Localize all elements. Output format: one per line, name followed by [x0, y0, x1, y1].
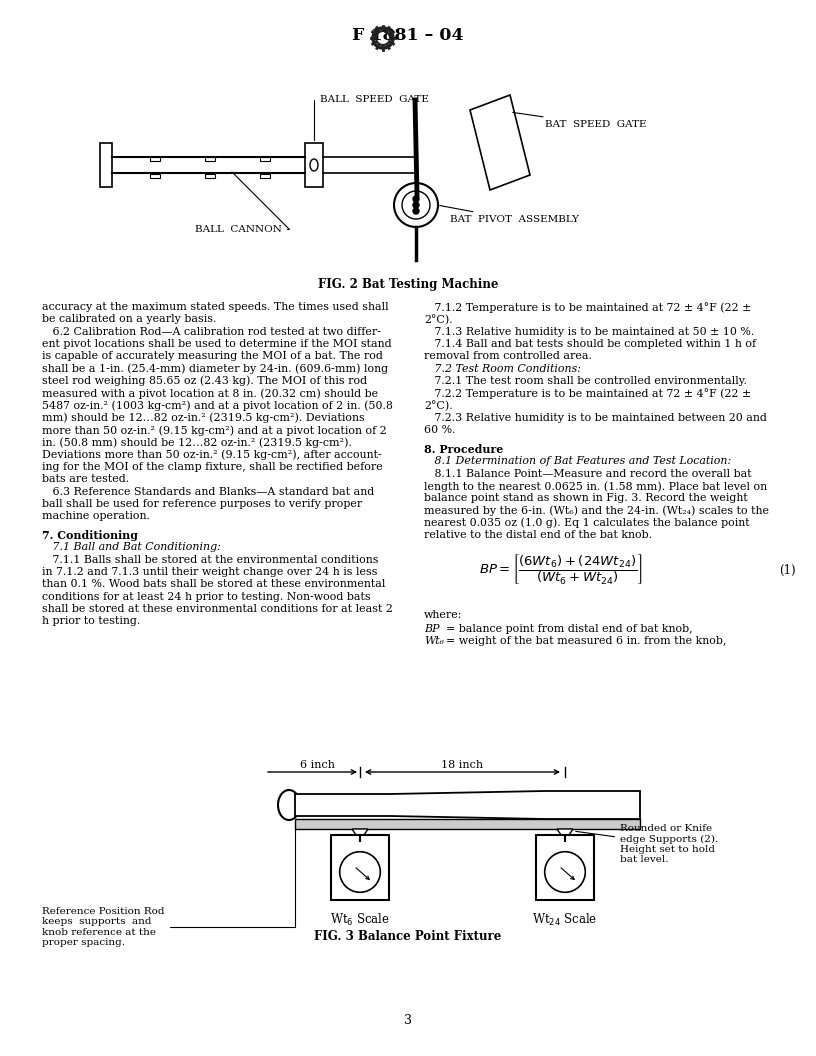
Text: is capable of accurately measuring the MOI of a bat. The rod: is capable of accurately measuring the M… — [42, 352, 383, 361]
Polygon shape — [295, 791, 640, 819]
Circle shape — [413, 202, 419, 208]
Bar — [260, 174, 270, 178]
Bar — [205, 174, 215, 178]
Circle shape — [545, 852, 585, 892]
Text: F 1881 – 04: F 1881 – 04 — [353, 26, 463, 43]
Text: (1): (1) — [779, 564, 796, 577]
Text: Reference Position Rod
keeps  supports  and
knob reference at the
proper spacing: Reference Position Rod keeps supports an… — [42, 827, 295, 947]
Polygon shape — [557, 829, 573, 841]
Circle shape — [413, 208, 419, 214]
Text: 7.2.1 The test room shall be controlled environmentally.: 7.2.1 The test room shall be controlled … — [424, 376, 747, 385]
Text: Deviations more than 50 oz-in.² (9.15 kg-cm²), after account-: Deviations more than 50 oz-in.² (9.15 kg… — [42, 450, 382, 460]
Ellipse shape — [278, 790, 300, 821]
Text: shall be stored at these environmental conditions for at least 2: shall be stored at these environmental c… — [42, 604, 392, 614]
Text: = balance point from distal end of bat knob,: = balance point from distal end of bat k… — [446, 624, 693, 634]
Text: 5487 oz-in.² (1003 kg-cm²) and at a pivot location of 2 in. (50.8: 5487 oz-in.² (1003 kg-cm²) and at a pivo… — [42, 400, 392, 411]
Text: 7.2 Test Room Conditions:: 7.2 Test Room Conditions: — [424, 363, 581, 374]
Text: accuracy at the maximum stated speeds. The times used shall: accuracy at the maximum stated speeds. T… — [42, 302, 388, 312]
Text: 8.1 Determination of Bat Features and Test Location:: 8.1 Determination of Bat Features and Te… — [424, 456, 731, 467]
Bar — [205, 157, 215, 161]
Text: = weight of the bat measured 6 in. from the knob,: = weight of the bat measured 6 in. from … — [446, 636, 726, 646]
Text: 2°C).: 2°C). — [424, 400, 453, 411]
Text: ing for the MOI of the clamp fixture, shall be rectified before: ing for the MOI of the clamp fixture, sh… — [42, 461, 383, 472]
Text: 7.1.2 Temperature is to be maintained at 72 ± 4°F (22 ±: 7.1.2 Temperature is to be maintained at… — [424, 302, 752, 313]
Text: 18 inch: 18 inch — [441, 760, 483, 770]
Circle shape — [339, 852, 380, 892]
Text: 7. Conditioning: 7. Conditioning — [42, 530, 138, 541]
Text: 2°C).: 2°C). — [424, 315, 453, 325]
Text: nearest 0.035 oz (1.0 g). Eq 1 calculates the balance point: nearest 0.035 oz (1.0 g). Eq 1 calculate… — [424, 517, 750, 528]
Text: 7.2.3 Relative humidity is to be maintained between 20 and: 7.2.3 Relative humidity is to be maintai… — [424, 413, 767, 422]
Text: 7.1.3 Relative humidity is to be maintained at 50 ± 10 %.: 7.1.3 Relative humidity is to be maintai… — [424, 326, 754, 337]
Text: Wt$_6$ Scale: Wt$_6$ Scale — [330, 912, 390, 928]
Bar — [305, 143, 323, 187]
Text: where:: where: — [424, 610, 463, 621]
Text: measured by the 6-in. (Wt₆) and the 24-in. (Wt₂₄) scales to the: measured by the 6-in. (Wt₆) and the 24-i… — [424, 506, 769, 516]
Text: 3: 3 — [404, 1014, 412, 1026]
Text: shall be a 1-in. (25.4-mm) diameter by 24-in. (609.6-mm) long: shall be a 1-in. (25.4-mm) diameter by 2… — [42, 363, 388, 374]
Text: ball shall be used for reference purposes to verify proper: ball shall be used for reference purpose… — [42, 498, 362, 509]
Polygon shape — [470, 95, 530, 190]
Text: 6.2 Calibration Rod—A calibration rod tested at two differ-: 6.2 Calibration Rod—A calibration rod te… — [42, 326, 381, 337]
Bar — [150, 174, 160, 178]
Text: Wt₆: Wt₆ — [424, 636, 444, 646]
Ellipse shape — [310, 159, 318, 171]
Text: FIG. 2 Bat Testing Machine: FIG. 2 Bat Testing Machine — [317, 278, 499, 291]
Text: balance point stand as shown in Fig. 3. Record the weight: balance point stand as shown in Fig. 3. … — [424, 493, 747, 504]
Text: 7.1.1 Balls shall be stored at the environmental conditions: 7.1.1 Balls shall be stored at the envir… — [42, 554, 379, 565]
Text: in 7.1.2 and 7.1.3 until their weight change over 24 h is less: in 7.1.2 and 7.1.3 until their weight ch… — [42, 567, 378, 577]
Text: $BP = \left[\dfrac{(6Wt_6) + (24Wt_{24})}{(Wt_6 + Wt_{24})}\right]$: $BP = \left[\dfrac{(6Wt_6) + (24Wt_{24})… — [479, 552, 642, 586]
Bar — [150, 157, 160, 161]
Text: mm) should be 12…82 oz-in.² (2319.5 kg-cm²). Deviations: mm) should be 12…82 oz-in.² (2319.5 kg-c… — [42, 413, 365, 423]
Text: relative to the distal end of the bat knob.: relative to the distal end of the bat kn… — [424, 530, 652, 541]
Text: BALL  SPEED  GATE: BALL SPEED GATE — [314, 95, 429, 140]
Text: FIG. 3 Balance Point Fixture: FIG. 3 Balance Point Fixture — [314, 930, 502, 943]
Text: bats are tested.: bats are tested. — [42, 474, 129, 485]
Text: 7.1 Ball and Bat Conditioning:: 7.1 Ball and Bat Conditioning: — [42, 543, 221, 552]
Text: in. (50.8 mm) should be 12…82 oz-in.² (2319.5 kg-cm²).: in. (50.8 mm) should be 12…82 oz-in.² (2… — [42, 437, 352, 448]
Text: 7.1.4 Ball and bat tests should be completed within 1 h of: 7.1.4 Ball and bat tests should be compl… — [424, 339, 756, 348]
Circle shape — [413, 196, 419, 202]
Text: BP: BP — [424, 624, 440, 634]
Bar — [100, 143, 112, 187]
Text: be calibrated on a yearly basis.: be calibrated on a yearly basis. — [42, 315, 216, 324]
Bar — [536, 835, 594, 900]
Bar — [260, 157, 270, 161]
Text: more than 50 oz-in.² (9.15 kg-cm²) and at a pivot location of 2: more than 50 oz-in.² (9.15 kg-cm²) and a… — [42, 425, 387, 435]
Text: BAT  PIVOT  ASSEMBLY: BAT PIVOT ASSEMBLY — [440, 206, 579, 224]
Text: BALL  CANNON: BALL CANNON — [195, 172, 290, 234]
Text: measured with a pivot location at 8 in. (20.32 cm) should be: measured with a pivot location at 8 in. … — [42, 389, 378, 399]
Text: h prior to testing.: h prior to testing. — [42, 617, 140, 626]
Text: ent pivot locations shall be used to determine if the MOI stand: ent pivot locations shall be used to det… — [42, 339, 392, 348]
Text: than 0.1 %. Wood bats shall be stored at these environmental: than 0.1 %. Wood bats shall be stored at… — [42, 580, 385, 589]
Bar — [295, 819, 640, 829]
Text: removal from controlled area.: removal from controlled area. — [424, 352, 592, 361]
Text: 6 inch: 6 inch — [299, 760, 335, 770]
Polygon shape — [352, 829, 368, 841]
Bar — [331, 835, 389, 900]
Text: Rounded or Knife
edge Supports (2).
Height set to hold
bat level.: Rounded or Knife edge Supports (2). Heig… — [576, 824, 718, 865]
Text: Wt$_{24}$ Scale: Wt$_{24}$ Scale — [532, 912, 597, 928]
Text: BAT  SPEED  GATE: BAT SPEED GATE — [512, 112, 646, 129]
Text: length to the nearest 0.0625 in. (1.58 mm). Place bat level on: length to the nearest 0.0625 in. (1.58 m… — [424, 480, 767, 491]
Text: steel rod weighing 85.65 oz (2.43 kg). The MOI of this rod: steel rod weighing 85.65 oz (2.43 kg). T… — [42, 376, 367, 386]
Text: 8.1.1 Balance Point—Measure and record the overall bat: 8.1.1 Balance Point—Measure and record t… — [424, 469, 752, 478]
Text: 6.3 Reference Standards and Blanks—A standard bat and: 6.3 Reference Standards and Blanks—A sta… — [42, 487, 375, 496]
Text: conditions for at least 24 h prior to testing. Non-wood bats: conditions for at least 24 h prior to te… — [42, 591, 370, 602]
Text: 8. Procedure: 8. Procedure — [424, 445, 503, 455]
Text: 60 %.: 60 %. — [424, 425, 455, 435]
Text: machine operation.: machine operation. — [42, 511, 150, 521]
Text: 7.2.2 Temperature is to be maintained at 72 ± 4°F (22 ±: 7.2.2 Temperature is to be maintained at… — [424, 389, 751, 399]
